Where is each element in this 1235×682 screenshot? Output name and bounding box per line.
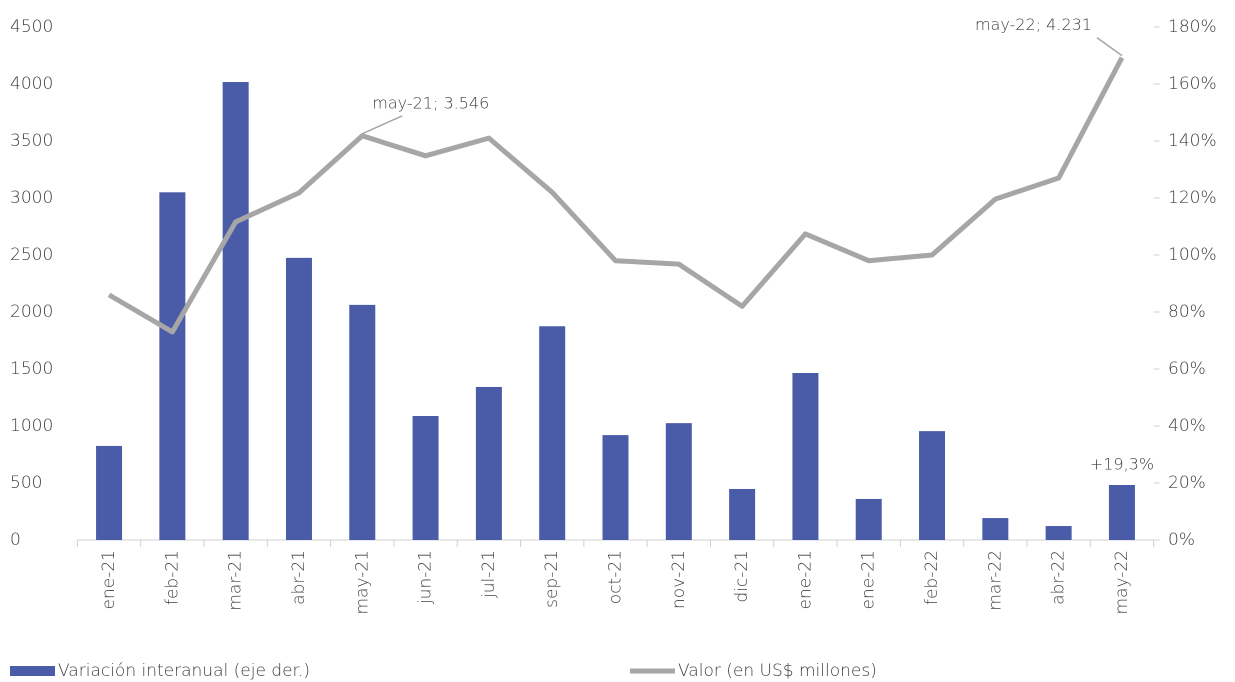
y-tick-label: 4500 [10, 17, 53, 37]
y-tick-label: 3500 [10, 131, 53, 151]
bar [539, 326, 566, 540]
y-tick-label: 500 [10, 473, 42, 493]
x-tick-label: may-22 [1112, 550, 1132, 615]
y2-tick-label: 180% [1168, 17, 1217, 37]
x-tick-label: dic-21 [732, 550, 752, 603]
bar [919, 431, 946, 540]
y-tick-label: 1000 [10, 416, 53, 436]
y2-tick-label: 60% [1168, 359, 1206, 379]
x-tick-label: ene-21 [795, 550, 815, 609]
x-tick-label: jun-21 [416, 550, 436, 605]
y2-tick-label: 120% [1168, 188, 1217, 208]
x-tick-label: feb-22 [922, 550, 942, 605]
bar [665, 423, 692, 540]
legend-label: Valor (en US$ millones) [678, 661, 877, 681]
leader-line [361, 115, 403, 135]
bar [855, 498, 882, 540]
y2-tick-label: 40% [1168, 416, 1206, 436]
legend-label: Variación interanual (eje der.) [58, 661, 310, 681]
x-tick-label: ene-21 [99, 550, 119, 609]
bar [1045, 526, 1072, 540]
legend-swatch [10, 666, 55, 676]
bar [602, 435, 629, 540]
bar [222, 82, 249, 540]
y-tick-label: 1500 [10, 359, 53, 379]
y2-tick-label: 160% [1168, 74, 1217, 94]
bar [982, 518, 1009, 540]
bar [412, 416, 439, 540]
y2-tick-label: 0% [1168, 530, 1195, 550]
x-tick-label: oct-21 [606, 550, 626, 604]
bar [475, 386, 502, 540]
bar [729, 488, 756, 540]
line [107, 56, 1125, 335]
x-tick-label: jul-21 [479, 550, 499, 599]
y-tick-label: 2000 [10, 302, 53, 322]
bar [792, 372, 819, 540]
data-label: +19,3% [1090, 454, 1154, 473]
bar [96, 445, 123, 540]
x-tick-label: mar-21 [226, 550, 246, 611]
y2-tick-label: 20% [1168, 473, 1206, 493]
y-tick-label: 3000 [10, 188, 53, 208]
x-tick-label: abr-22 [1049, 550, 1069, 605]
leader-line [1096, 37, 1123, 57]
x-tick-label: nov-21 [669, 550, 689, 609]
bar [159, 192, 186, 541]
y2-tick-label: 140% [1168, 131, 1217, 151]
x-tick-label: feb-21 [162, 550, 182, 605]
x-tick-label: ene-21 [859, 550, 879, 609]
data-label: may-21; 3.546 [372, 93, 489, 112]
bar [349, 304, 376, 540]
y-tick-label: 0 [10, 530, 21, 550]
x-tick-label: sep-21 [542, 550, 562, 608]
data-label: may-22; 4.231 [975, 15, 1092, 34]
bar [1108, 484, 1135, 540]
bar [285, 257, 312, 540]
x-tick-label: mar-22 [985, 550, 1005, 611]
y-tick-label: 4000 [10, 74, 53, 94]
y-tick-label: 2500 [10, 245, 53, 265]
x-tick-label: may-21 [352, 550, 372, 615]
y2-tick-label: 100% [1168, 245, 1217, 265]
y2-tick-label: 80% [1168, 302, 1206, 322]
x-tick-label: abr-21 [289, 550, 309, 605]
